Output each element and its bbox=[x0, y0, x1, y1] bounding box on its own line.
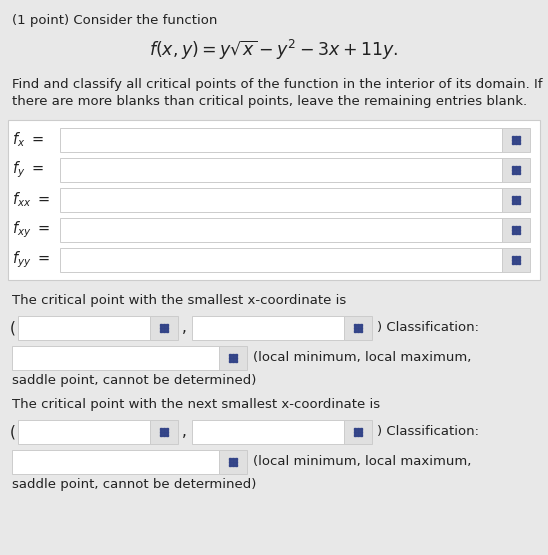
Bar bbox=[502, 128, 530, 152]
Bar bbox=[219, 450, 247, 474]
Text: $f_x$ $=$: $f_x$ $=$ bbox=[12, 130, 44, 149]
Bar bbox=[502, 158, 530, 182]
Text: there are more blanks than critical points, leave the remaining entries blank.: there are more blanks than critical poin… bbox=[12, 95, 527, 108]
Text: $f_{yy}$ $=$: $f_{yy}$ $=$ bbox=[12, 250, 50, 270]
Bar bbox=[150, 420, 178, 444]
Bar bbox=[60, 158, 502, 182]
Text: ) Classification:: ) Classification: bbox=[377, 321, 479, 335]
Bar bbox=[150, 316, 178, 340]
Text: $f(x, y) = y\sqrt{x} - y^2 - 3x + 11y.$: $f(x, y) = y\sqrt{x} - y^2 - 3x + 11y.$ bbox=[150, 38, 398, 62]
Text: ,: , bbox=[182, 320, 187, 336]
Text: saddle point, cannot be determined): saddle point, cannot be determined) bbox=[12, 374, 256, 387]
Bar bbox=[219, 346, 247, 370]
Bar bbox=[60, 248, 502, 272]
Bar bbox=[502, 218, 530, 242]
Bar bbox=[18, 316, 150, 340]
Text: The critical point with the next smallest x-coordinate is: The critical point with the next smalles… bbox=[12, 398, 380, 411]
Text: $f_y$ $=$: $f_y$ $=$ bbox=[12, 160, 44, 180]
Bar bbox=[60, 188, 502, 212]
Text: $f_{xy}$ $=$: $f_{xy}$ $=$ bbox=[12, 220, 50, 240]
Text: (1 point) Consider the function: (1 point) Consider the function bbox=[12, 14, 218, 27]
Text: ,: , bbox=[182, 425, 187, 440]
Bar bbox=[60, 128, 502, 152]
Text: (: ( bbox=[10, 320, 16, 336]
Bar bbox=[8, 120, 540, 280]
Bar bbox=[12, 346, 219, 370]
Text: Find and classify all critical points of the function in the interior of its dom: Find and classify all critical points of… bbox=[12, 78, 543, 91]
Text: The critical point with the smallest x-coordinate is: The critical point with the smallest x-c… bbox=[12, 294, 346, 307]
Bar bbox=[192, 316, 344, 340]
Bar bbox=[60, 218, 502, 242]
Text: $f_{xx}$ $=$: $f_{xx}$ $=$ bbox=[12, 191, 50, 209]
Bar bbox=[502, 188, 530, 212]
Text: (local minimum, local maximum,: (local minimum, local maximum, bbox=[253, 456, 471, 468]
Bar bbox=[344, 420, 372, 444]
Bar bbox=[502, 248, 530, 272]
Bar bbox=[344, 316, 372, 340]
Text: (: ( bbox=[10, 425, 16, 440]
Bar bbox=[18, 420, 150, 444]
Text: saddle point, cannot be determined): saddle point, cannot be determined) bbox=[12, 478, 256, 491]
Bar bbox=[12, 450, 219, 474]
Text: ) Classification:: ) Classification: bbox=[377, 426, 479, 438]
Bar bbox=[192, 420, 344, 444]
Text: (local minimum, local maximum,: (local minimum, local maximum, bbox=[253, 351, 471, 365]
